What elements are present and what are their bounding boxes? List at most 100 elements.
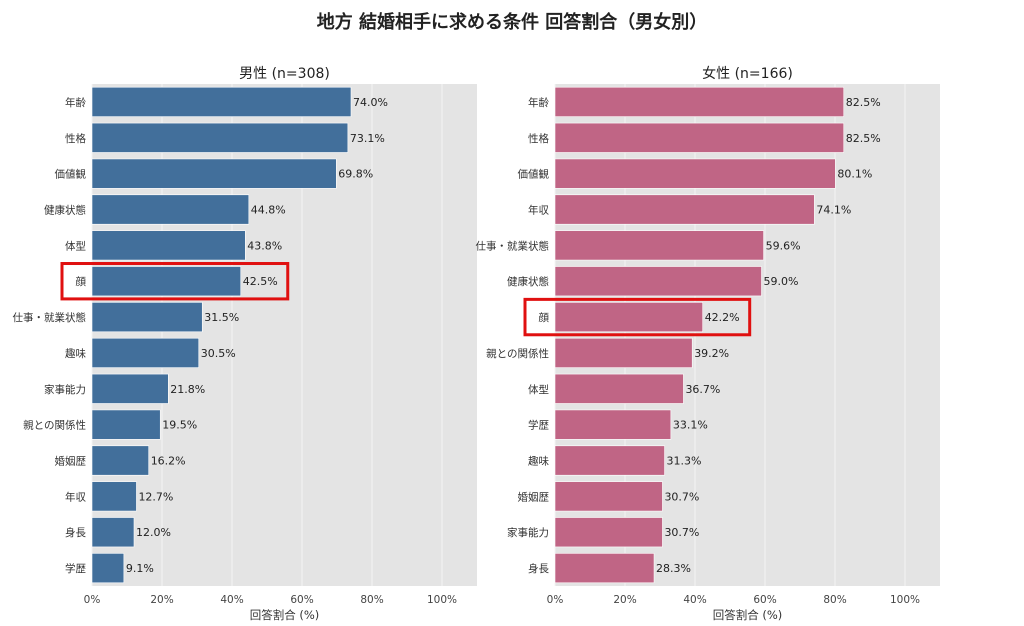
female-category-label: 体型 (528, 383, 549, 396)
male-value-label: 74.0% (353, 96, 388, 109)
female-value-label: 82.5% (846, 96, 881, 109)
female-category-label: 婚姻歴 (518, 490, 550, 503)
female-bar (554, 553, 655, 584)
male-x-axis-title: 回答割合 (%) (250, 608, 320, 622)
female-value-label: 59.0% (764, 275, 799, 288)
male-category-label: 年齢 (65, 96, 86, 109)
male-bar (91, 266, 242, 297)
female-value-label: 31.3% (667, 455, 702, 468)
female-category-label: 学歴 (528, 419, 549, 432)
female-value-label: 59.6% (766, 239, 801, 252)
male-category-label: 顔 (76, 275, 87, 288)
male-bar (91, 302, 203, 333)
female-bar (554, 409, 672, 440)
female-bar (554, 86, 845, 117)
figure-title: 地方 結婚相手に求める条件 回答割合（男女別） (316, 12, 708, 33)
male-bar (91, 86, 352, 117)
male-bar (91, 194, 250, 225)
male-x-tick-label: 20% (150, 594, 173, 606)
female-category-label: 家事能力 (507, 526, 549, 539)
female-bar (554, 481, 663, 512)
male-category-label: 趣味 (65, 347, 86, 360)
male-value-label: 69.8% (338, 168, 373, 181)
female-bar (554, 194, 815, 225)
female-category-label: 親との関係性 (486, 347, 549, 360)
female-x-axis-title: 回答割合 (%) (713, 608, 783, 622)
female-value-label: 30.7% (664, 490, 699, 503)
female-category-label: 仕事・就業状態 (476, 239, 550, 252)
male-x-tick-label: 0% (84, 594, 101, 606)
female-highlight-box (523, 297, 752, 337)
female-bar (554, 122, 845, 153)
male-category-label: 健康状態 (44, 204, 86, 217)
male-value-label: 12.0% (136, 526, 171, 539)
male-bar (91, 445, 150, 476)
male-category-label: 家事能力 (44, 383, 86, 396)
male-value-label: 9.1% (126, 562, 154, 575)
male-category-label: 学歴 (65, 562, 86, 575)
male-x-tick-label: 100% (427, 594, 457, 606)
female-x-tick-label: 0% (547, 594, 564, 606)
male-value-label: 42.5% (243, 275, 278, 288)
female-category-label: 性格 (528, 132, 549, 145)
female-value-label: 36.7% (685, 383, 720, 396)
male-highlight-box (60, 262, 290, 301)
female-x-tick-label: 20% (613, 594, 636, 606)
male-x-tick-label: 60% (290, 594, 313, 606)
male-category-label: 価値観 (55, 168, 87, 181)
male-category-label: 性格 (65, 132, 86, 145)
male-x-tick-label: 80% (360, 594, 383, 606)
male-category-label: 年収 (65, 490, 86, 503)
male-category-label: 体型 (65, 239, 86, 252)
female-value-label: 82.5% (846, 132, 881, 145)
male-category-label: 仕事・就業状態 (13, 311, 87, 324)
female-bar (554, 337, 693, 368)
male-category-label: 親との関係性 (23, 419, 86, 432)
male-value-label: 43.8% (247, 239, 282, 252)
male-value-label: 31.5% (204, 311, 239, 324)
male-value-label: 30.5% (201, 347, 236, 360)
female-x-tick-label: 60% (753, 594, 776, 606)
male-panel-title: 男性 (n=308) (239, 66, 330, 82)
female-value-label: 28.3% (656, 562, 691, 575)
female-bar (554, 373, 684, 404)
male-bar (91, 409, 161, 440)
female-bar (554, 445, 665, 476)
male-bar (91, 373, 169, 404)
female-bar (554, 517, 663, 548)
male-category-label: 身長 (65, 526, 86, 539)
female-category-label: 価値観 (518, 168, 550, 181)
female-value-label: 74.1% (816, 204, 851, 217)
female-value-label: 33.1% (673, 419, 708, 432)
female-category-label: 趣味 (528, 455, 549, 468)
male-bar (91, 553, 125, 584)
female-value-label: 42.2% (705, 311, 740, 324)
female-category-label: 顔 (539, 311, 550, 324)
female-x-tick-label: 80% (823, 594, 846, 606)
female-value-label: 30.7% (664, 526, 699, 539)
female-x-tick-label: 40% (683, 594, 706, 606)
male-bar (91, 122, 349, 153)
female-category-label: 年齢 (528, 96, 549, 109)
male-bar (91, 337, 200, 368)
female-category-label: 年収 (528, 204, 549, 217)
male-bar (91, 481, 137, 512)
male-value-label: 73.1% (350, 132, 385, 145)
female-category-label: 健康状態 (507, 275, 549, 288)
male-value-label: 16.2% (151, 455, 186, 468)
male-value-label: 44.8% (251, 204, 286, 217)
male-bar (91, 230, 246, 261)
female-x-tick-label: 100% (890, 594, 920, 606)
male-value-label: 12.7% (138, 490, 173, 503)
female-bar (554, 266, 762, 297)
male-value-label: 21.8% (170, 383, 205, 396)
female-bar (554, 158, 836, 189)
male-x-tick-label: 40% (220, 594, 243, 606)
female-value-label: 39.2% (694, 347, 729, 360)
female-bar (554, 230, 764, 261)
male-bar (91, 158, 337, 189)
male-bar (91, 517, 135, 548)
male-category-label: 婚姻歴 (55, 455, 87, 468)
female-bar (554, 302, 703, 333)
